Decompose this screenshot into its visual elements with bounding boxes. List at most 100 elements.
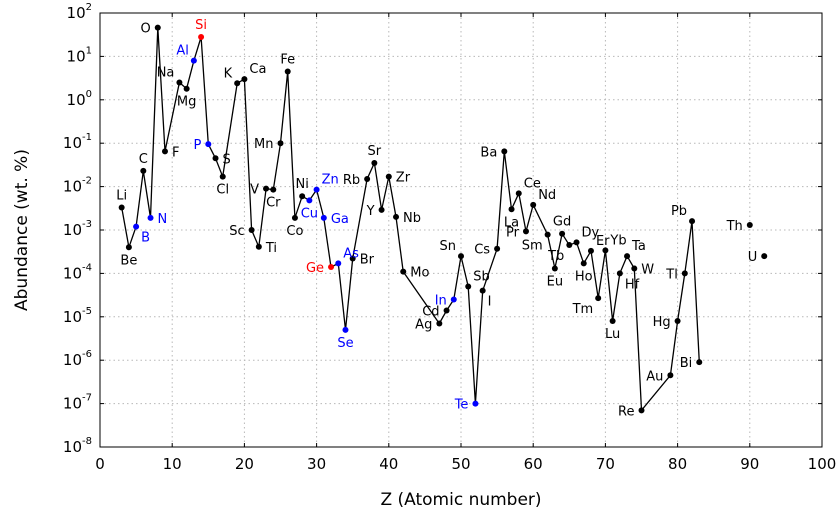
y-tick-label: 10-3 xyxy=(63,219,92,239)
data-point-hg xyxy=(674,318,681,325)
data-point-ta xyxy=(624,253,631,260)
data-point-dy xyxy=(573,239,580,246)
data-point-gd xyxy=(559,230,566,237)
point-label-w: W xyxy=(641,262,654,277)
point-label-gd: Gd xyxy=(553,215,571,230)
point-label-cl: Cl xyxy=(216,183,229,198)
grid-lines xyxy=(100,13,822,447)
data-point-cu xyxy=(306,197,313,204)
x-tick-label: 50 xyxy=(451,455,470,473)
point-label-co: Co xyxy=(286,224,303,239)
point-label-sc: Sc xyxy=(229,224,244,239)
point-label-ho: Ho xyxy=(575,269,593,284)
data-point-pb xyxy=(689,218,696,225)
point-label-f: F xyxy=(172,145,179,160)
x-tick-label: 60 xyxy=(524,455,543,473)
point-label-sb: Sb xyxy=(473,269,490,284)
data-point-tm xyxy=(595,295,602,302)
data-point-i xyxy=(479,287,486,294)
point-label-rb: Rb xyxy=(343,173,360,188)
point-label-ti: Ti xyxy=(265,241,277,256)
data-point-u xyxy=(761,253,768,260)
point-label-sr: Sr xyxy=(368,144,382,159)
point-label-na: Na xyxy=(157,66,175,81)
data-point-mg xyxy=(183,85,190,92)
y-tick-label: 10-7 xyxy=(63,393,92,413)
data-point-al xyxy=(190,57,197,64)
point-label-v: V xyxy=(250,183,259,198)
x-tick-label: 0 xyxy=(95,455,105,473)
x-tick-label: 90 xyxy=(740,455,759,473)
point-label-fe: Fe xyxy=(280,52,295,67)
point-label-al: Al xyxy=(176,44,189,59)
data-point-co xyxy=(291,214,298,221)
data-point-tb xyxy=(566,242,573,249)
y-tick-label: 102 xyxy=(67,2,92,22)
y-tick-label: 101 xyxy=(67,45,92,65)
point-label-y: Y xyxy=(366,204,375,219)
data-point-ag xyxy=(436,320,443,327)
point-label-s: S xyxy=(223,152,231,167)
point-label-re: Re xyxy=(618,404,634,419)
y-axis-label: Abundance (wt. %) xyxy=(12,149,32,311)
data-point-eu xyxy=(551,265,558,272)
data-point-pr xyxy=(522,228,529,235)
point-label-tb: Tb xyxy=(547,249,564,264)
data-point-as xyxy=(335,260,342,267)
point-label-sm: Sm xyxy=(522,239,543,254)
x-tick-label: 10 xyxy=(163,455,182,473)
data-point-nd xyxy=(530,201,537,208)
point-label-cd: Cd xyxy=(422,304,439,319)
point-label-in: In xyxy=(435,294,447,309)
point-label-ta: Ta xyxy=(631,239,646,254)
data-point-w xyxy=(631,265,638,272)
data-point-au xyxy=(667,372,674,379)
point-label-hg: Hg xyxy=(653,315,671,330)
data-point-li xyxy=(118,204,125,211)
point-label-eu: Eu xyxy=(547,274,563,289)
data-point-ti xyxy=(255,243,262,250)
data-point-ga xyxy=(320,214,327,221)
data-point-in xyxy=(450,296,457,303)
point-label-th: Th xyxy=(726,219,743,234)
y-tick-label: 10-8 xyxy=(63,436,92,456)
x-tick-label: 40 xyxy=(379,455,398,473)
data-point-v xyxy=(263,185,270,192)
point-label-er: Er xyxy=(596,234,610,249)
data-point-cd xyxy=(443,307,450,314)
x-tick-label: 30 xyxy=(307,455,326,473)
data-point-sm xyxy=(544,231,551,238)
point-label-mn: Mn xyxy=(254,137,273,152)
point-label-bi: Bi xyxy=(680,356,693,371)
data-point-re xyxy=(638,407,645,414)
data-point-la xyxy=(508,206,515,213)
data-point-nb xyxy=(393,213,400,220)
data-point-y xyxy=(378,206,385,213)
data-point-tl xyxy=(681,270,688,277)
data-point-sb xyxy=(465,283,472,290)
data-point-fe xyxy=(284,68,291,75)
data-point-te xyxy=(472,400,479,407)
point-label-as: As xyxy=(343,246,359,261)
data-point-ge xyxy=(328,264,335,271)
data-point-er xyxy=(587,247,594,254)
point-label-li: Li xyxy=(116,188,127,203)
data-point-mo xyxy=(400,268,407,275)
point-label-ce: Ce xyxy=(524,176,541,191)
point-label-o: O xyxy=(141,22,151,37)
x-tick-label: 80 xyxy=(668,455,687,473)
data-point-yb xyxy=(602,247,609,254)
data-point-f xyxy=(161,148,168,155)
data-point-ce xyxy=(515,190,522,197)
data-point-ho xyxy=(580,260,587,267)
data-point-zr xyxy=(385,173,392,180)
x-tick-label: 20 xyxy=(235,455,254,473)
data-points xyxy=(118,24,768,414)
point-label-nb: Nb xyxy=(403,211,421,226)
point-label-mo: Mo xyxy=(410,266,429,281)
data-point-be xyxy=(125,244,132,251)
point-label-mg: Mg xyxy=(177,95,196,110)
data-point-cl xyxy=(219,173,226,180)
point-label-tl: Tl xyxy=(665,267,678,282)
